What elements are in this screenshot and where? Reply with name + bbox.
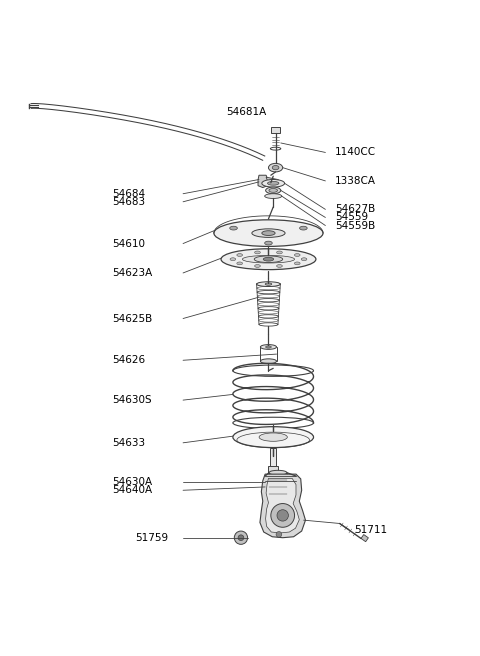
Ellipse shape	[261, 344, 276, 350]
Text: 54630S: 54630S	[112, 395, 152, 405]
Ellipse shape	[252, 229, 285, 237]
Ellipse shape	[262, 231, 275, 236]
Bar	[271, 127, 280, 133]
Ellipse shape	[268, 163, 283, 172]
Polygon shape	[361, 535, 368, 542]
Text: 54625B: 54625B	[112, 314, 152, 323]
Ellipse shape	[294, 254, 300, 256]
Ellipse shape	[272, 165, 279, 170]
Ellipse shape	[276, 264, 282, 268]
Text: 54640A: 54640A	[112, 485, 152, 495]
Ellipse shape	[262, 180, 285, 187]
Text: 54630A: 54630A	[112, 477, 152, 487]
Ellipse shape	[233, 426, 313, 447]
Polygon shape	[260, 474, 305, 538]
Text: 54684: 54684	[112, 189, 145, 199]
Ellipse shape	[269, 506, 287, 510]
Text: 51759: 51759	[136, 533, 169, 543]
Ellipse shape	[254, 256, 283, 262]
Ellipse shape	[269, 188, 277, 192]
Text: 54623A: 54623A	[112, 268, 152, 278]
Bar	[268, 466, 278, 473]
Text: 54559: 54559	[335, 213, 368, 222]
Ellipse shape	[264, 194, 282, 199]
Ellipse shape	[265, 187, 281, 194]
Bar	[269, 473, 287, 508]
Ellipse shape	[263, 257, 274, 261]
Ellipse shape	[214, 220, 323, 247]
Ellipse shape	[254, 264, 260, 268]
Text: 54681A: 54681A	[226, 107, 266, 117]
Ellipse shape	[257, 281, 280, 287]
Circle shape	[238, 535, 244, 541]
Circle shape	[276, 531, 282, 537]
Ellipse shape	[300, 226, 307, 230]
Ellipse shape	[242, 255, 295, 263]
Circle shape	[271, 504, 295, 527]
Text: 54626: 54626	[112, 356, 145, 365]
Polygon shape	[258, 175, 267, 188]
Ellipse shape	[265, 283, 272, 285]
Ellipse shape	[230, 258, 236, 260]
Text: 1338CA: 1338CA	[335, 176, 376, 186]
Polygon shape	[265, 478, 300, 533]
Circle shape	[234, 531, 248, 544]
Ellipse shape	[237, 262, 242, 265]
Ellipse shape	[264, 241, 272, 245]
Ellipse shape	[294, 262, 300, 265]
Ellipse shape	[265, 346, 271, 348]
Ellipse shape	[276, 251, 282, 254]
Ellipse shape	[269, 470, 287, 475]
Text: 54610: 54610	[112, 239, 145, 249]
Polygon shape	[266, 177, 280, 185]
Text: 51711: 51711	[354, 525, 387, 535]
Ellipse shape	[254, 251, 260, 254]
Ellipse shape	[267, 182, 279, 185]
Text: 54627B: 54627B	[335, 205, 375, 215]
Ellipse shape	[230, 226, 237, 230]
Ellipse shape	[221, 249, 316, 270]
Text: 54633: 54633	[112, 438, 145, 448]
Ellipse shape	[261, 359, 276, 363]
Ellipse shape	[301, 258, 307, 260]
Ellipse shape	[237, 254, 242, 256]
Bar	[270, 447, 276, 466]
Ellipse shape	[259, 433, 288, 441]
Text: 1140CC: 1140CC	[335, 148, 376, 157]
Circle shape	[277, 510, 288, 521]
Text: 54559B: 54559B	[335, 220, 375, 230]
Text: 54683: 54683	[112, 197, 145, 207]
